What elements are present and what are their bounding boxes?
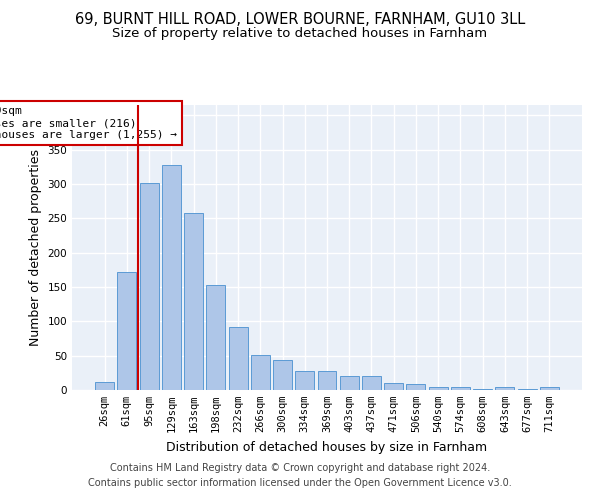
Bar <box>496 388 514 390</box>
Bar <box>251 355 270 390</box>
Bar <box>140 182 158 390</box>
Bar <box>162 164 181 390</box>
X-axis label: Distribution of detached houses by size in Farnham: Distribution of detached houses by size … <box>166 440 488 454</box>
Bar <box>295 371 314 390</box>
Bar <box>406 384 425 390</box>
Bar <box>540 388 559 390</box>
Text: Size of property relative to detached houses in Farnham: Size of property relative to detached ho… <box>112 28 488 40</box>
Text: Contains HM Land Registry data © Crown copyright and database right 2024.
Contai: Contains HM Land Registry data © Crown c… <box>88 462 512 487</box>
Bar <box>384 383 403 390</box>
Bar <box>184 213 203 390</box>
Bar <box>273 360 292 390</box>
Bar <box>229 327 248 390</box>
Bar <box>95 382 114 390</box>
Text: 69 BURNT HILL ROAD: 99sqm
← 15% of detached houses are smaller (216)
85% of semi: 69 BURNT HILL ROAD: 99sqm ← 15% of detac… <box>0 106 177 140</box>
Bar <box>451 388 470 390</box>
Bar <box>317 371 337 390</box>
Bar <box>340 376 359 390</box>
Bar <box>206 285 225 390</box>
Text: 69, BURNT HILL ROAD, LOWER BOURNE, FARNHAM, GU10 3LL: 69, BURNT HILL ROAD, LOWER BOURNE, FARNH… <box>75 12 525 28</box>
Bar <box>118 272 136 390</box>
Bar <box>362 376 381 390</box>
Bar <box>429 388 448 390</box>
Y-axis label: Number of detached properties: Number of detached properties <box>29 149 42 346</box>
